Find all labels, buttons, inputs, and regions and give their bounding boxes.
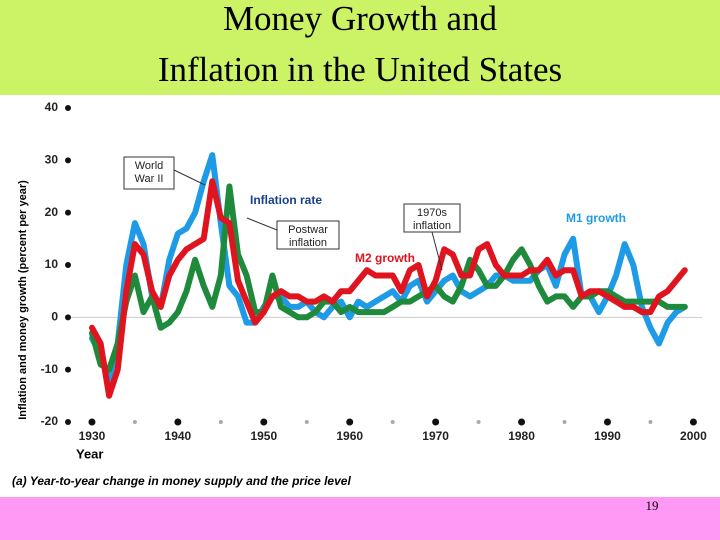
y-tick-dot xyxy=(65,209,71,216)
y-tick-dot xyxy=(65,157,71,164)
annotation-leader xyxy=(431,231,443,271)
y-axis-label: Inflation and money growth (percent per … xyxy=(17,180,29,420)
x-tick-dot xyxy=(88,418,96,426)
x-tick-label: 1960 xyxy=(336,429,363,443)
annotation-box xyxy=(276,220,340,250)
annotation-text: World xyxy=(135,160,164,172)
y-tick-dot xyxy=(65,314,71,321)
annotation-leader xyxy=(246,217,278,231)
x-minor-tick-dot xyxy=(562,420,567,424)
title-line: Inflation in the United States xyxy=(158,50,562,89)
y-tick-dot xyxy=(65,366,71,373)
x-tick-label: 1930 xyxy=(79,429,106,443)
x-tick-dot xyxy=(689,418,697,426)
x-tick-label: 2000 xyxy=(680,429,707,443)
y-tick-label: 40 xyxy=(45,100,59,114)
x-minor-tick-dot xyxy=(390,420,395,424)
y-tick-label: 20 xyxy=(45,205,59,219)
x-minor-tick-dot xyxy=(304,420,309,424)
series-label: M2 growth xyxy=(355,251,415,265)
title-band xyxy=(0,0,720,95)
annotation-text: War II xyxy=(135,173,164,185)
annotation-text: inflation xyxy=(413,220,451,232)
x-tick-dot xyxy=(518,418,526,426)
title-line: Money Growth and xyxy=(223,0,498,38)
x-tick-label: 1970 xyxy=(422,429,449,443)
x-minor-tick-dot xyxy=(132,420,137,424)
x-minor-tick-dot xyxy=(648,420,653,424)
x-axis-label: Year xyxy=(76,446,103,461)
x-minor-tick-dot xyxy=(476,420,481,424)
x-minor-tick-dot xyxy=(218,420,223,424)
y-tick-dot xyxy=(65,262,71,268)
annotation-box xyxy=(123,156,175,190)
x-tick-label: 1940 xyxy=(165,429,192,443)
annotation-text: Postwar xyxy=(288,224,328,236)
y-tick-label: 10 xyxy=(45,257,59,271)
y-tick-label: -10 xyxy=(41,362,59,376)
series-line xyxy=(89,178,688,399)
x-tick-dot xyxy=(174,418,182,426)
x-tick-dot xyxy=(432,418,440,426)
series-label: M1 growth xyxy=(566,211,626,225)
x-tick-label: 1980 xyxy=(508,429,535,443)
annotation-text: 1970s xyxy=(417,207,447,219)
x-tick-dot xyxy=(346,418,354,426)
series-label: Inflation rate xyxy=(250,193,322,207)
y-tick-label: 0 xyxy=(51,310,58,324)
annotation-leader xyxy=(173,169,206,186)
y-tick-label: 30 xyxy=(45,153,59,167)
y-tick-dot xyxy=(65,105,71,111)
y-tick-label: -20 xyxy=(41,414,59,428)
x-tick-dot xyxy=(603,418,611,426)
x-tick-label: 1990 xyxy=(594,429,621,443)
y-tick-dot xyxy=(65,419,71,425)
footer-band xyxy=(0,497,720,540)
caption: (a) Year-to-year change in money supply … xyxy=(12,474,351,488)
annotation-text: inflation xyxy=(289,237,327,249)
x-tick-label: 1950 xyxy=(250,429,277,443)
x-tick-dot xyxy=(260,418,268,426)
annotation-box xyxy=(403,203,461,233)
page-number: 19 xyxy=(646,498,659,513)
